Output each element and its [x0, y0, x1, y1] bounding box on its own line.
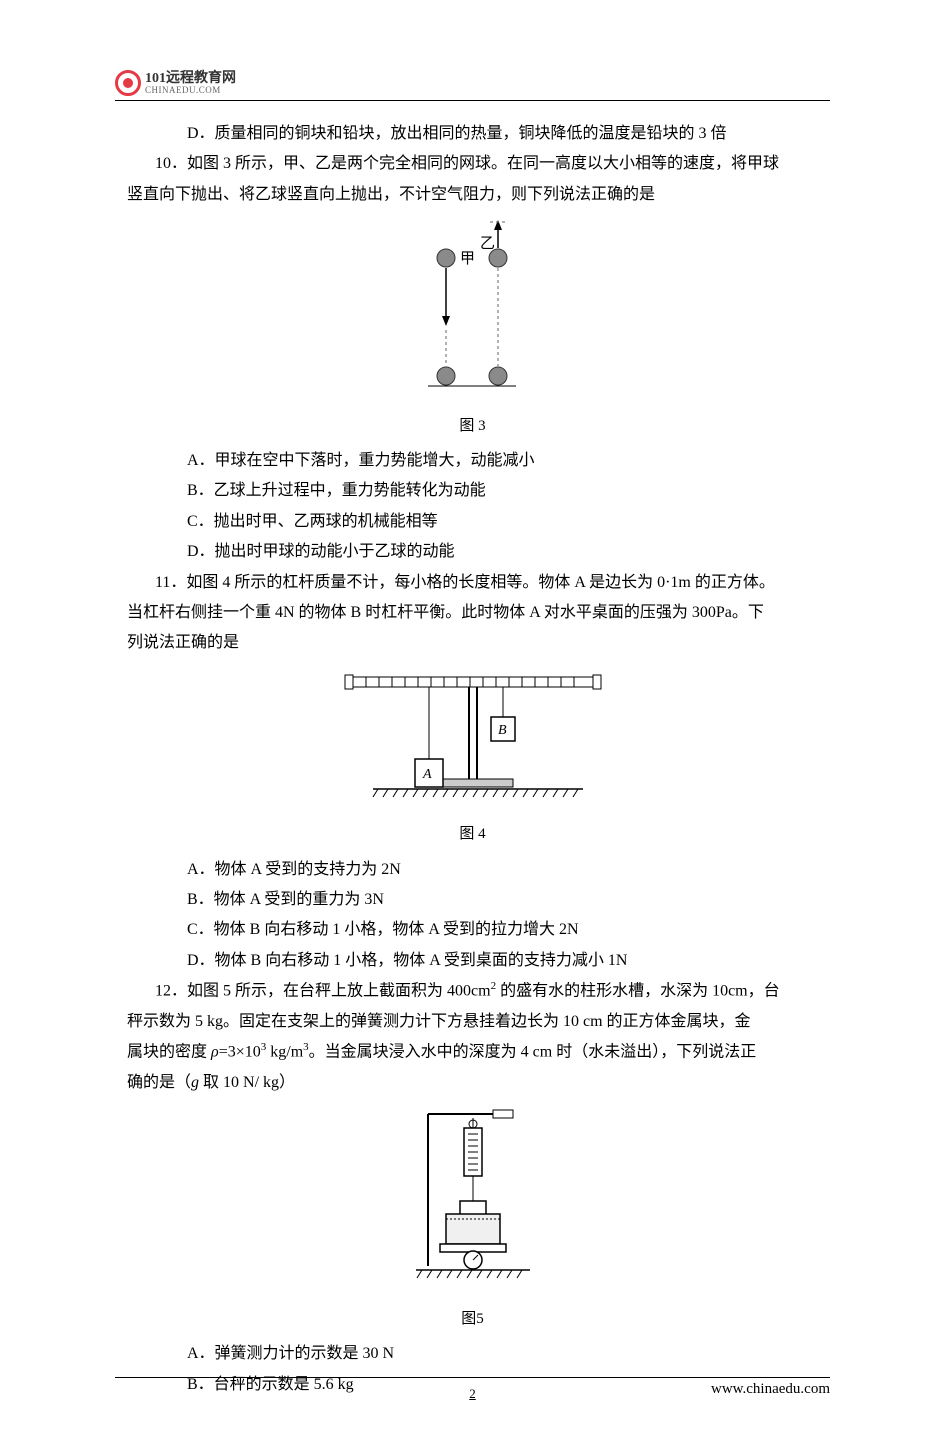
logo-dot-icon: [123, 78, 133, 88]
page-container: 101远程教育网 CHINAEDU.COM D．质量相同的铜块和铅块，放出相同的…: [0, 0, 945, 1440]
q11-stem-line1: 11．如图 4 所示的杠杆质量不计，每小格的长度相等。物体 A 是边长为 0·1…: [115, 568, 830, 598]
q10-option-d: D．抛出时甲球的动能小于乙球的动能: [115, 537, 830, 567]
footer-divider: [115, 1377, 830, 1378]
content-area: D．质量相同的铜块和铅块，放出相同的热量，铜块降低的温度是铅块的 3 倍 10．…: [115, 100, 830, 1400]
q12-t1a: 12．如图 5 所示，在台秤上放上截面积为 400cm: [155, 983, 491, 1000]
q12-t4c: 取 10 N/ kg）: [199, 1074, 295, 1091]
q10-option-c: C．抛出时甲、乙两球的机械能相等: [115, 507, 830, 537]
q10-stem-line2: 竖直向下抛出、将乙球竖直向上抛出，不计空气阻力，则下列说法正确的是: [115, 180, 830, 210]
figure4-caption: 图 4: [115, 820, 830, 849]
svg-text:A: A: [422, 767, 432, 782]
figure4-wrap: A B 图 4: [115, 667, 830, 849]
figure5-caption: 图5: [115, 1305, 830, 1334]
q11-stem-line2: 当杠杆右侧挂一个重 4N 的物体 B 时杠杆平衡。此时物体 A 对水平桌面的压强…: [115, 598, 830, 628]
figure3-svg: 甲 乙: [418, 218, 528, 398]
rho-symbol: ρ: [211, 1044, 219, 1061]
q12-stem-line1: 12．如图 5 所示，在台秤上放上截面积为 400cm2 的盛有水的柱形水槽，水…: [115, 976, 830, 1007]
q11-option-b: B．物体 A 受到的重力为 3N: [115, 885, 830, 915]
g-symbol: g: [191, 1074, 199, 1091]
q11-option-a: A．物体 A 受到的支持力为 2N: [115, 855, 830, 885]
figure3-caption: 图 3: [115, 412, 830, 441]
figure4-svg: A B: [333, 667, 613, 807]
svg-text:B: B: [498, 723, 507, 738]
footer-url: www.chinaedu.com: [711, 1381, 830, 1398]
logo-cn-text: 101远程教育网: [145, 72, 236, 86]
figure5-svg: [408, 1106, 538, 1291]
q10-option-b: B．乙球上升过程中，重力势能转化为动能: [115, 476, 830, 506]
q12-t3a: 属块的密度: [127, 1044, 211, 1061]
q12-option-a: A．弹簧测力计的示数是 30 N: [115, 1339, 830, 1369]
logo-text-group: 101远程教育网 CHINAEDU.COM: [145, 72, 236, 95]
logo-en-text: CHINAEDU.COM: [145, 86, 236, 95]
q12-t3e: 。当金属块浸入水中的深度为 4 cm 时（水未溢出），下列说法正: [309, 1044, 757, 1061]
figure3-wrap: 甲 乙 图 3: [115, 218, 830, 440]
q12-stem-line3: 属块的密度 ρ=3×103 kg/m3。当金属块浸入水中的深度为 4 cm 时（…: [115, 1037, 830, 1068]
q12-t3d: kg/m: [266, 1044, 303, 1061]
q10-stem-line1: 10．如图 3 所示，甲、乙是两个完全相同的网球。在同一高度以大小相等的速度，将…: [115, 149, 830, 179]
q12-t4a: 确的是（: [127, 1074, 191, 1091]
q11-t1: 11．如图 4 所示的杠杆质量不计，每小格的长度相等。物体 A 是边长为 0·1…: [155, 574, 775, 591]
logo-icon: [115, 70, 141, 96]
q11-option-d: D．物体 B 向右移动 1 小格，物体 A 受到桌面的支持力减小 1N: [115, 946, 830, 976]
q9-option-d: D．质量相同的铜块和铅块，放出相同的热量，铜块降低的温度是铅块的 3 倍: [115, 119, 830, 149]
figure5-wrap: 图5: [115, 1106, 830, 1333]
q12-t1b: 的盛有水的柱形水槽，水深为 10cm，台: [496, 983, 780, 1000]
svg-text:乙: 乙: [480, 236, 495, 252]
q12-t3c: =3×10: [219, 1044, 261, 1061]
q10-option-a: A．甲球在空中下落时，重力势能增大，动能减小: [115, 446, 830, 476]
q12-stem-line4: 确的是（g 取 10 N/ kg）: [115, 1068, 830, 1098]
svg-text:甲: 甲: [460, 251, 475, 267]
q12-stem-line2: 秤示数为 5 kg。固定在支架上的弹簧测力计下方悬挂着边长为 10 cm 的正方…: [115, 1007, 830, 1037]
page-number: 2: [469, 1386, 476, 1402]
q11-option-c: C．物体 B 向右移动 1 小格，物体 A 受到的拉力增大 2N: [115, 915, 830, 945]
site-logo: 101远程教育网 CHINAEDU.COM: [115, 70, 236, 96]
q11-stem-line3: 列说法正确的是: [115, 628, 830, 658]
